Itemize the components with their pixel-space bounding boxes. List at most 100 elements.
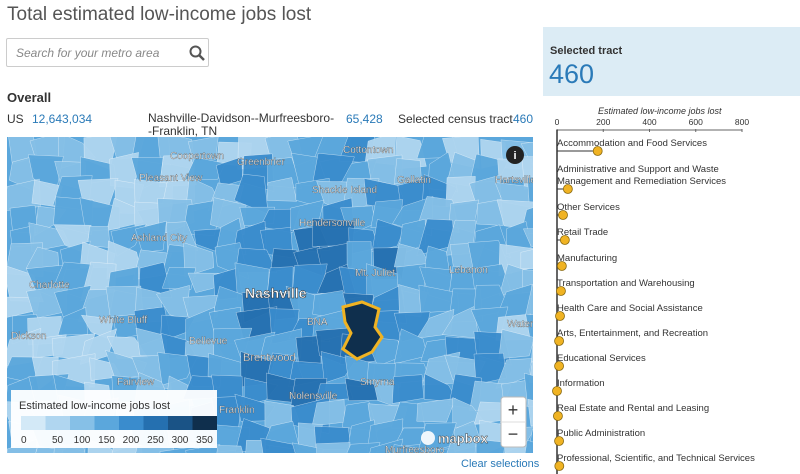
category-label: Manufacturing (557, 253, 618, 264)
legend-swatch (70, 416, 95, 430)
map-region (260, 208, 300, 233)
map-label: Nolensville (289, 391, 338, 402)
x-tick-label: 800 (735, 118, 749, 127)
dot (562, 184, 573, 194)
category-label: Retail Trade (557, 227, 609, 238)
legend-swatch (21, 416, 46, 430)
x-tick-label: 0 (555, 118, 560, 127)
legend-tick-label: 150 (98, 435, 115, 446)
map-region (475, 439, 506, 453)
legend-swatch (143, 416, 168, 430)
map-label: Water (507, 319, 533, 330)
dot (554, 361, 564, 371)
map-region (527, 399, 533, 427)
map-region (371, 219, 405, 252)
category-label: Information (557, 378, 605, 389)
legend-tick-label: 250 (147, 435, 164, 446)
chart: 0 200 400 600 800 (552, 118, 749, 474)
map-region (245, 440, 266, 453)
info-icon: i (513, 150, 516, 162)
search-icon[interactable] (189, 45, 205, 61)
map-label: Dickson (11, 331, 47, 342)
map-label: White Bluff (99, 315, 147, 326)
map-region (520, 249, 533, 269)
dot (554, 461, 565, 471)
map-label: Mt. Juliet (355, 268, 395, 279)
page-title: Total estimated low-income jobs lost (7, 4, 312, 25)
x-tick-label: 600 (689, 118, 703, 127)
legend-title: Estimated low-income jobs lost (19, 400, 170, 412)
map-region (266, 177, 297, 202)
row-value: 65,428 (346, 112, 383, 126)
map-region (184, 157, 226, 181)
row-label: Selected census tract (398, 112, 513, 126)
map-region (498, 329, 533, 360)
legend-swatch (45, 416, 70, 430)
info-button[interactable] (506, 146, 524, 164)
map-region (524, 372, 533, 408)
dot (554, 436, 564, 446)
map-label: Charlotte (29, 280, 70, 291)
map-label: BNA (307, 317, 328, 328)
map-label: Lebanon (449, 265, 488, 276)
category-label: Administrative and Support and Waste Man… (557, 164, 726, 187)
map-region (157, 352, 198, 386)
map-region (187, 137, 219, 160)
map-label: Hendersonville (299, 218, 366, 229)
zoom-in[interactable]: + (508, 400, 519, 420)
map-region (311, 399, 345, 427)
category-label: Professional, Scientific, and Technical … (557, 453, 755, 464)
map-label: Smyrna (360, 377, 395, 388)
category-label: Health Care and Social Assistance (557, 303, 703, 314)
dot (556, 286, 566, 296)
clear-selections[interactable]: Clear selections (461, 458, 540, 470)
legend-swatch (119, 416, 144, 430)
zoom-out[interactable]: − (508, 424, 519, 444)
dot (555, 311, 565, 321)
map[interactable]: Coopertown Greenbrier Cottontown Pleasan… (7, 137, 533, 453)
row-label: US (7, 112, 24, 126)
map-region (527, 176, 533, 204)
x-tick-label: 400 (642, 118, 656, 127)
dot (558, 210, 568, 220)
map-label: Franklin (219, 405, 255, 416)
selected-tract[interactable] (341, 300, 384, 361)
legend-tick-label: 300 (172, 435, 189, 446)
legend-tick-label: 350 (196, 435, 213, 446)
map-label: Cottontown (343, 145, 394, 156)
map-label: Pleasant View (139, 173, 203, 184)
overall-heading: Overall (7, 90, 52, 105)
map-region (525, 313, 533, 343)
map-region (393, 444, 423, 453)
category-label: Public Administration (557, 428, 646, 439)
selected-panel: Selected tract 460 (543, 27, 800, 96)
legend-swatch (94, 416, 119, 430)
category-label: Accommodation and Food Services (557, 138, 707, 149)
dot (552, 386, 562, 396)
map-label: Coopertown (170, 151, 224, 162)
map-label: Hartsville (495, 175, 533, 186)
map-region (161, 267, 196, 290)
map-region (523, 228, 533, 247)
map-region (392, 374, 424, 404)
map-label: Fairview (117, 377, 155, 388)
map-region (193, 228, 224, 252)
category-label: Transportation and Warehousing (557, 278, 695, 289)
map-region (524, 284, 533, 322)
dot (554, 336, 564, 346)
map-region (316, 442, 351, 453)
map-label: Nashville (245, 285, 307, 301)
map-logo: mapbox (438, 431, 489, 446)
map-label: Murfreesboro (385, 445, 445, 453)
map-region (260, 437, 298, 453)
map-region (524, 439, 533, 453)
panel-value: 460 (549, 59, 595, 89)
search-box[interactable]: Search for your metro area (6, 38, 209, 67)
category-label: Real Estate and Rental and Leasing (557, 403, 710, 414)
map-region (476, 199, 504, 226)
map-region (291, 442, 324, 453)
map-label: Shackle Island (312, 185, 377, 196)
row-value: 12,643,034 (32, 112, 93, 126)
map-label: Greenbrier (237, 157, 285, 168)
